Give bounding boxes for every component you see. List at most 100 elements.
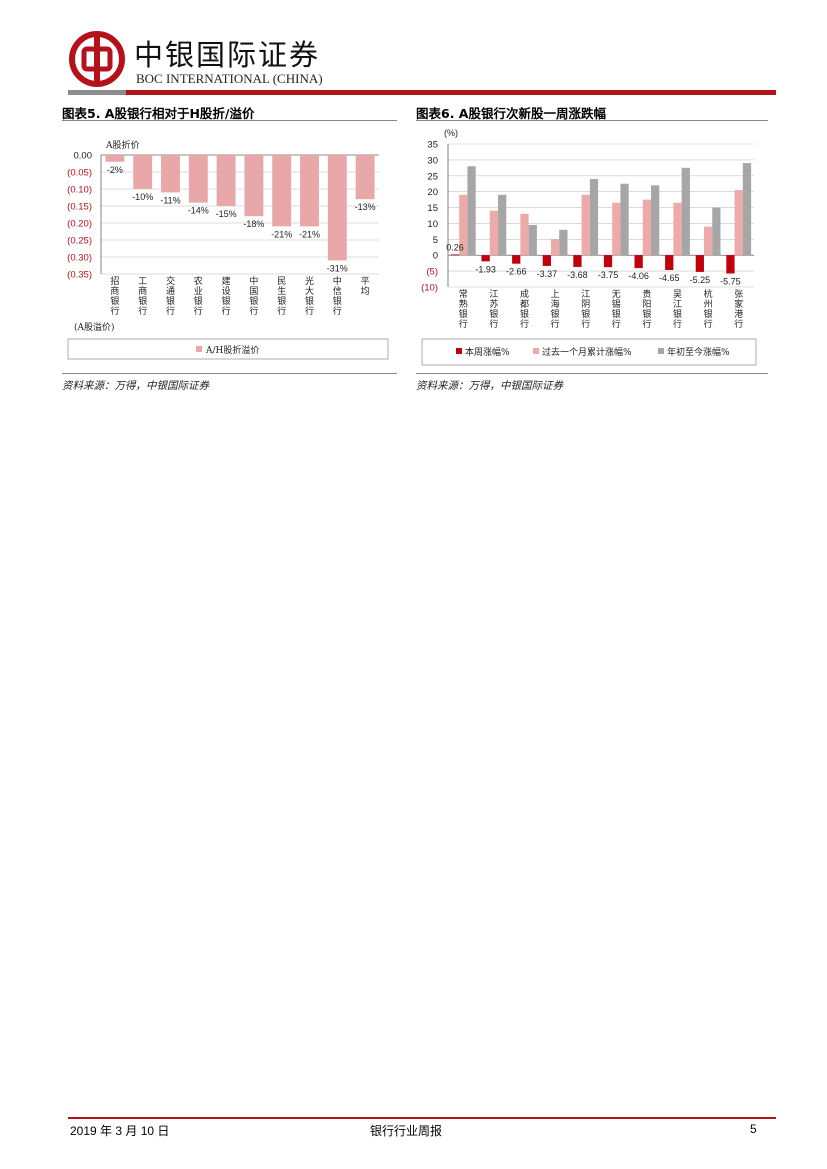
fig5-data-label: -15%: [216, 209, 237, 219]
figure5-title: 图表5. A股银行相对于H股折/溢价: [62, 106, 255, 121]
fig6-bar-3: [528, 225, 537, 256]
fig5-data-label: -21%: [271, 229, 292, 239]
fig5-data-label: -2%: [107, 165, 123, 175]
fig6-category-label: 无锡银行: [612, 289, 621, 330]
figure5-chart: A股折价 (A股溢价) 0.00 (0.05) (0.10) (0.15) (0.20)…: [67, 139, 389, 360]
fig5-category-label: 交通银行: [166, 275, 175, 317]
fig6-bar-2: [459, 194, 468, 256]
figure5-source: 资料来源：万得，中银国际证券: [62, 380, 209, 392]
fig6-bar-1: [665, 255, 674, 270]
fig6-ytick-label: 35: [427, 140, 438, 151]
fig6-bar-1: [512, 255, 521, 264]
fig6-ytick-label: (5): [426, 267, 438, 278]
fig6-bar-2: [734, 190, 743, 256]
fig6-category-label: 贵阳银行: [642, 288, 651, 330]
fig6-bar-3: [559, 229, 568, 256]
fig6-bar-3: [589, 178, 599, 256]
fig6-bar-1: [573, 255, 582, 267]
fig5-ytick-label: (0.30): [67, 253, 92, 264]
fig5-bar: [133, 155, 153, 189]
fig6-bar-3: [620, 183, 629, 256]
fig6-data-label: -3.68: [567, 270, 588, 280]
fig6-legend-swatch: [533, 348, 539, 354]
company-name-en: BOC INTERNATIONAL (CHINA): [136, 71, 323, 86]
boc-logo-icon: [69, 31, 125, 87]
fig5-data-label: -31%: [327, 263, 348, 273]
fig6-data-label: -1.93: [475, 264, 496, 274]
fig5-data-label: -18%: [243, 219, 264, 229]
fig5-category-label: 工商银行: [138, 277, 147, 317]
fig6-bar-3: [712, 207, 721, 256]
fig6-ytick-label: 30: [427, 155, 438, 166]
fig6-category-label: 吴江银行: [673, 289, 682, 330]
fig5-bar: [300, 155, 319, 227]
fig6-data-label: -4.65: [659, 273, 680, 283]
figure5-bottom-rule: [62, 373, 397, 374]
page-number: 5: [750, 1122, 757, 1136]
fig6-bar-3: [742, 163, 752, 256]
fig5-category-label: 民生银行: [277, 276, 286, 317]
fig6-bar-1: [726, 255, 735, 274]
fig5-data-label: -11%: [160, 195, 180, 205]
fig6-bar-2: [520, 213, 529, 256]
fig6-bar-1: [450, 254, 460, 256]
fig6-category-label: 江阴银行: [581, 289, 590, 330]
fig6-legend-label: 年初至今涨幅%: [667, 346, 730, 358]
fig6-ytick-label: 15: [427, 203, 438, 214]
fig5-category-label: 中国银行: [249, 275, 258, 317]
fig6-bar-2: [489, 210, 499, 256]
fig5-category-label: 建设银行: [222, 275, 231, 317]
fig5-ytick-label: (0.35): [67, 270, 92, 281]
fig6-ytick-label: 5: [433, 235, 438, 246]
fig6-category-label: 张家港行: [734, 289, 743, 330]
fig6-bar-1: [695, 255, 704, 272]
fig5-ytick-label: 0.00: [74, 151, 93, 162]
fig5-legend-box: [67, 338, 389, 360]
fig6-legend-label: 过去一个月累计涨幅%: [542, 346, 632, 358]
fig6-ytick-label: 25: [427, 171, 438, 182]
fig6-data-label: -5.75: [720, 276, 741, 286]
fig6-data-label: -2.66: [506, 267, 527, 277]
fig5-bar: [188, 155, 208, 203]
fig6-category-label: 江苏银行: [489, 289, 498, 330]
fig6-legend-swatch: [456, 348, 462, 354]
fig5-legend-label: A/H股折溢价: [205, 344, 259, 356]
fig6-bar-2: [550, 239, 560, 256]
fig6-bar-3: [467, 166, 476, 256]
fig6-bar-3: [651, 185, 660, 256]
header-divider-accent: [68, 90, 126, 95]
fig5-bar: [216, 155, 236, 206]
fig6-ytick-label: (10): [421, 283, 438, 294]
figure6-top-rule: [416, 120, 768, 121]
fig6-data-label: 0.26: [446, 242, 464, 252]
fig5-bar: [105, 155, 125, 162]
footer-divider: [68, 1117, 776, 1119]
fig6-category-label: 杭州银行: [704, 288, 713, 330]
fig6-category-label: 常熟银行: [459, 288, 468, 330]
fig6-bar-2: [703, 226, 713, 256]
fig6-bar-1: [603, 255, 613, 268]
fig6-ytick-label: 0: [433, 251, 438, 262]
fig6-data-label: -3.75: [598, 270, 619, 280]
fig5-bar: [327, 155, 347, 261]
fig6-bar-1: [634, 255, 643, 269]
fig6-bar-1: [481, 255, 490, 262]
fig5-category-label: 中信银行: [333, 275, 342, 317]
fig5-ytick-label: (0.15): [67, 202, 92, 213]
fig5-bar: [355, 155, 375, 200]
fig6-yunit: (%): [444, 128, 458, 138]
fig5-ylabel-bottom: (A股溢价): [74, 321, 115, 333]
fig6-bar-2: [581, 194, 590, 256]
footer-date: 2019 年 3 月 10 日: [70, 1124, 170, 1138]
fig6-bar-2: [673, 202, 682, 256]
fig6-bar-3: [681, 167, 690, 256]
fig6-legend-swatch: [658, 348, 664, 354]
fig6-category-label: 上海银行: [551, 289, 560, 330]
fig6-category-label: 成都银行: [520, 288, 529, 330]
fig5-data-label: -21%: [299, 229, 320, 239]
figure6-source: 资料来源：万得，中银国际证券: [416, 380, 563, 392]
fig6-legend-box: [421, 338, 757, 366]
fig5-data-label: -14%: [188, 206, 209, 216]
figure6-bottom-rule: [416, 373, 768, 374]
fig5-category-label: 招商银行: [110, 275, 119, 317]
